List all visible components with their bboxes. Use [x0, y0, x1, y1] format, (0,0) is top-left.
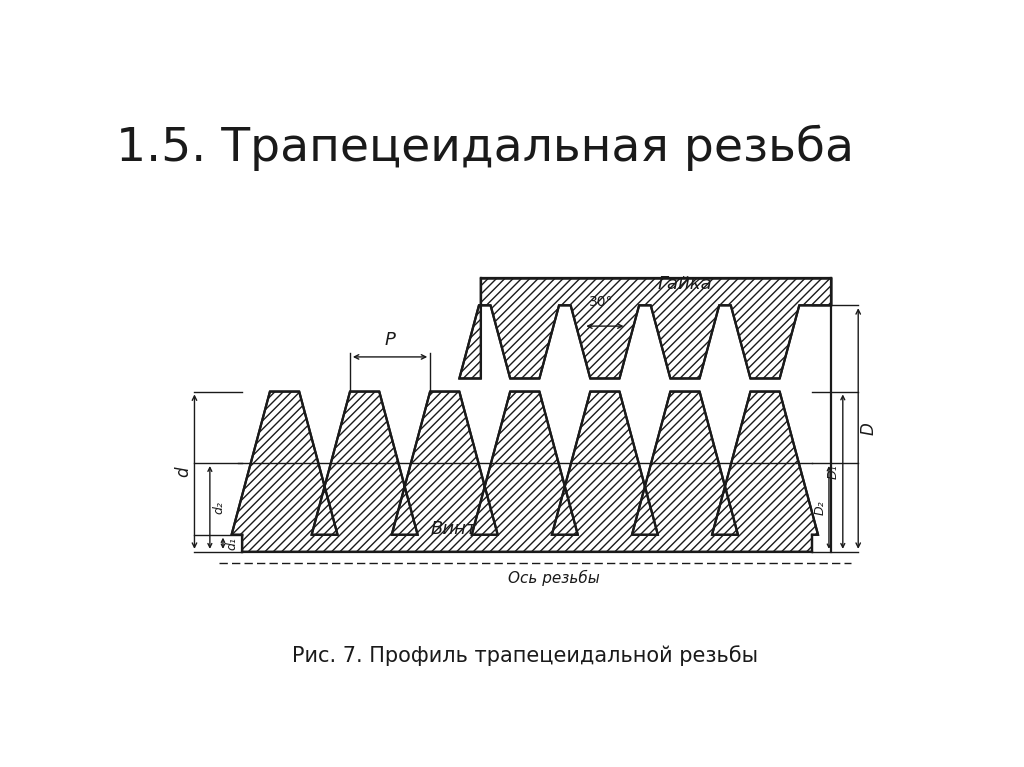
Text: 30°: 30° — [589, 295, 613, 309]
Text: d₂: d₂ — [213, 501, 225, 514]
Text: d: d — [175, 466, 193, 477]
Polygon shape — [460, 278, 831, 378]
Text: Гайка: Гайка — [657, 275, 713, 293]
Text: Ось резьбы: Ось резьбы — [508, 569, 600, 585]
Text: D₂: D₂ — [813, 500, 826, 515]
Text: D: D — [860, 422, 878, 435]
Text: 1.5. Трапецеидальная резьба: 1.5. Трапецеидальная резьба — [116, 124, 854, 171]
Text: Винт: Винт — [431, 520, 477, 538]
Text: d₁: d₁ — [225, 537, 239, 550]
Text: D₁: D₁ — [827, 464, 840, 479]
Text: Рис. 7. Профиль трапецеидальной резьбы: Рис. 7. Профиль трапецеидальной резьбы — [292, 646, 758, 667]
Text: P: P — [385, 331, 395, 349]
Polygon shape — [231, 392, 818, 551]
